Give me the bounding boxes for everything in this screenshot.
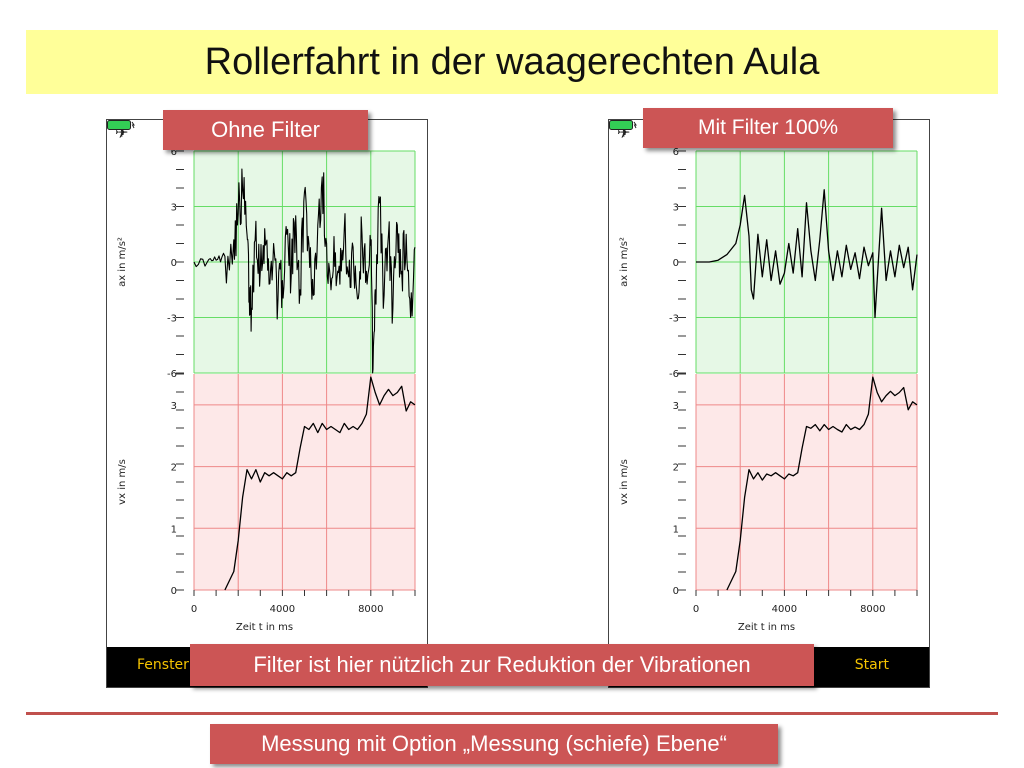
series-line: [726, 376, 918, 591]
series-line: [193, 168, 416, 374]
y-tick-label: 0: [673, 258, 679, 269]
phone-screen-right: ✈ 6 3 0 -3 -6 ax in m/s² 3 2 1 0 vx in m/s 0 4000 800…: [608, 119, 930, 688]
y-tick-label: 0: [171, 258, 177, 269]
phone-screen-left: ✈ 6 3 0 -3 -6 ax in m/s² 3 2 1 0 vx in m/s 0 4000 800…: [106, 119, 428, 688]
x-tick-label: 8000: [860, 604, 885, 615]
chart-left: 6 3 0 -3 -6 ax in m/s² 3 2 1 0 vx in m/s 0 4000 8000 Z…: [117, 147, 416, 633]
y-tick-label: 3: [673, 203, 679, 214]
y-tick-label: 1: [171, 524, 177, 535]
start-button[interactable]: Start: [854, 657, 889, 673]
y-tick-label: 0: [171, 586, 177, 597]
x-tick-label: 4000: [772, 604, 797, 615]
x-tick-label: 4000: [270, 604, 295, 615]
y-tick-label: -6: [167, 369, 177, 380]
y-tick-label: 3: [673, 401, 679, 412]
callout-ohne-filter: Ohne Filter: [163, 110, 368, 150]
fenster-button[interactable]: Fenster: [137, 657, 189, 673]
y-axis-label: ax in m/s²: [619, 237, 630, 287]
callout-messung-option: Messung mit Option „Messung (schiefe) Eb…: [210, 724, 778, 764]
y-axis-label: vx in m/s: [619, 459, 630, 505]
y-tick-label: 6: [171, 147, 177, 158]
slide-title-bar: Rollerfahrt in der waagerechten Aula: [26, 30, 998, 94]
y-tick-label: 3: [171, 401, 177, 412]
x-tick-label: 0: [191, 604, 197, 615]
y-tick-label: -6: [669, 369, 679, 380]
y-tick-label: 1: [673, 524, 679, 535]
x-tick-label: 8000: [358, 604, 383, 615]
x-axis-label: Zeit t in ms: [738, 622, 795, 633]
x-tick-label: 0: [693, 604, 699, 615]
y-tick-label: 3: [171, 203, 177, 214]
y-tick-label: -3: [167, 314, 177, 325]
y-axis-label: ax in m/s²: [117, 237, 128, 287]
plot-area-1: [194, 374, 415, 590]
y-axis-label: vx in m/s: [117, 459, 128, 505]
x-axis-label: Zeit t in ms: [236, 622, 293, 633]
plot-area-1: [696, 374, 917, 590]
battery-icon: [609, 120, 637, 130]
y-tick-label: 2: [171, 463, 177, 474]
callout-mit-filter: Mit Filter 100%: [643, 108, 893, 148]
series-line: [224, 376, 416, 591]
battery-icon: [107, 120, 135, 130]
slide-title: Rollerfahrt in der waagerechten Aula: [204, 40, 820, 83]
callout-filter-note: Filter ist hier nützlich zur Reduktion d…: [190, 644, 814, 686]
y-tick-label: 6: [673, 147, 679, 158]
y-tick-label: -3: [669, 314, 679, 325]
divider-line: [26, 712, 998, 715]
series-line: [696, 189, 918, 319]
y-tick-label: 0: [673, 586, 679, 597]
chart-right: 6 3 0 -3 -6 ax in m/s² 3 2 1 0 vx in m/s 0 4000 8000 Z…: [619, 147, 918, 633]
y-tick-label: 2: [673, 463, 679, 474]
